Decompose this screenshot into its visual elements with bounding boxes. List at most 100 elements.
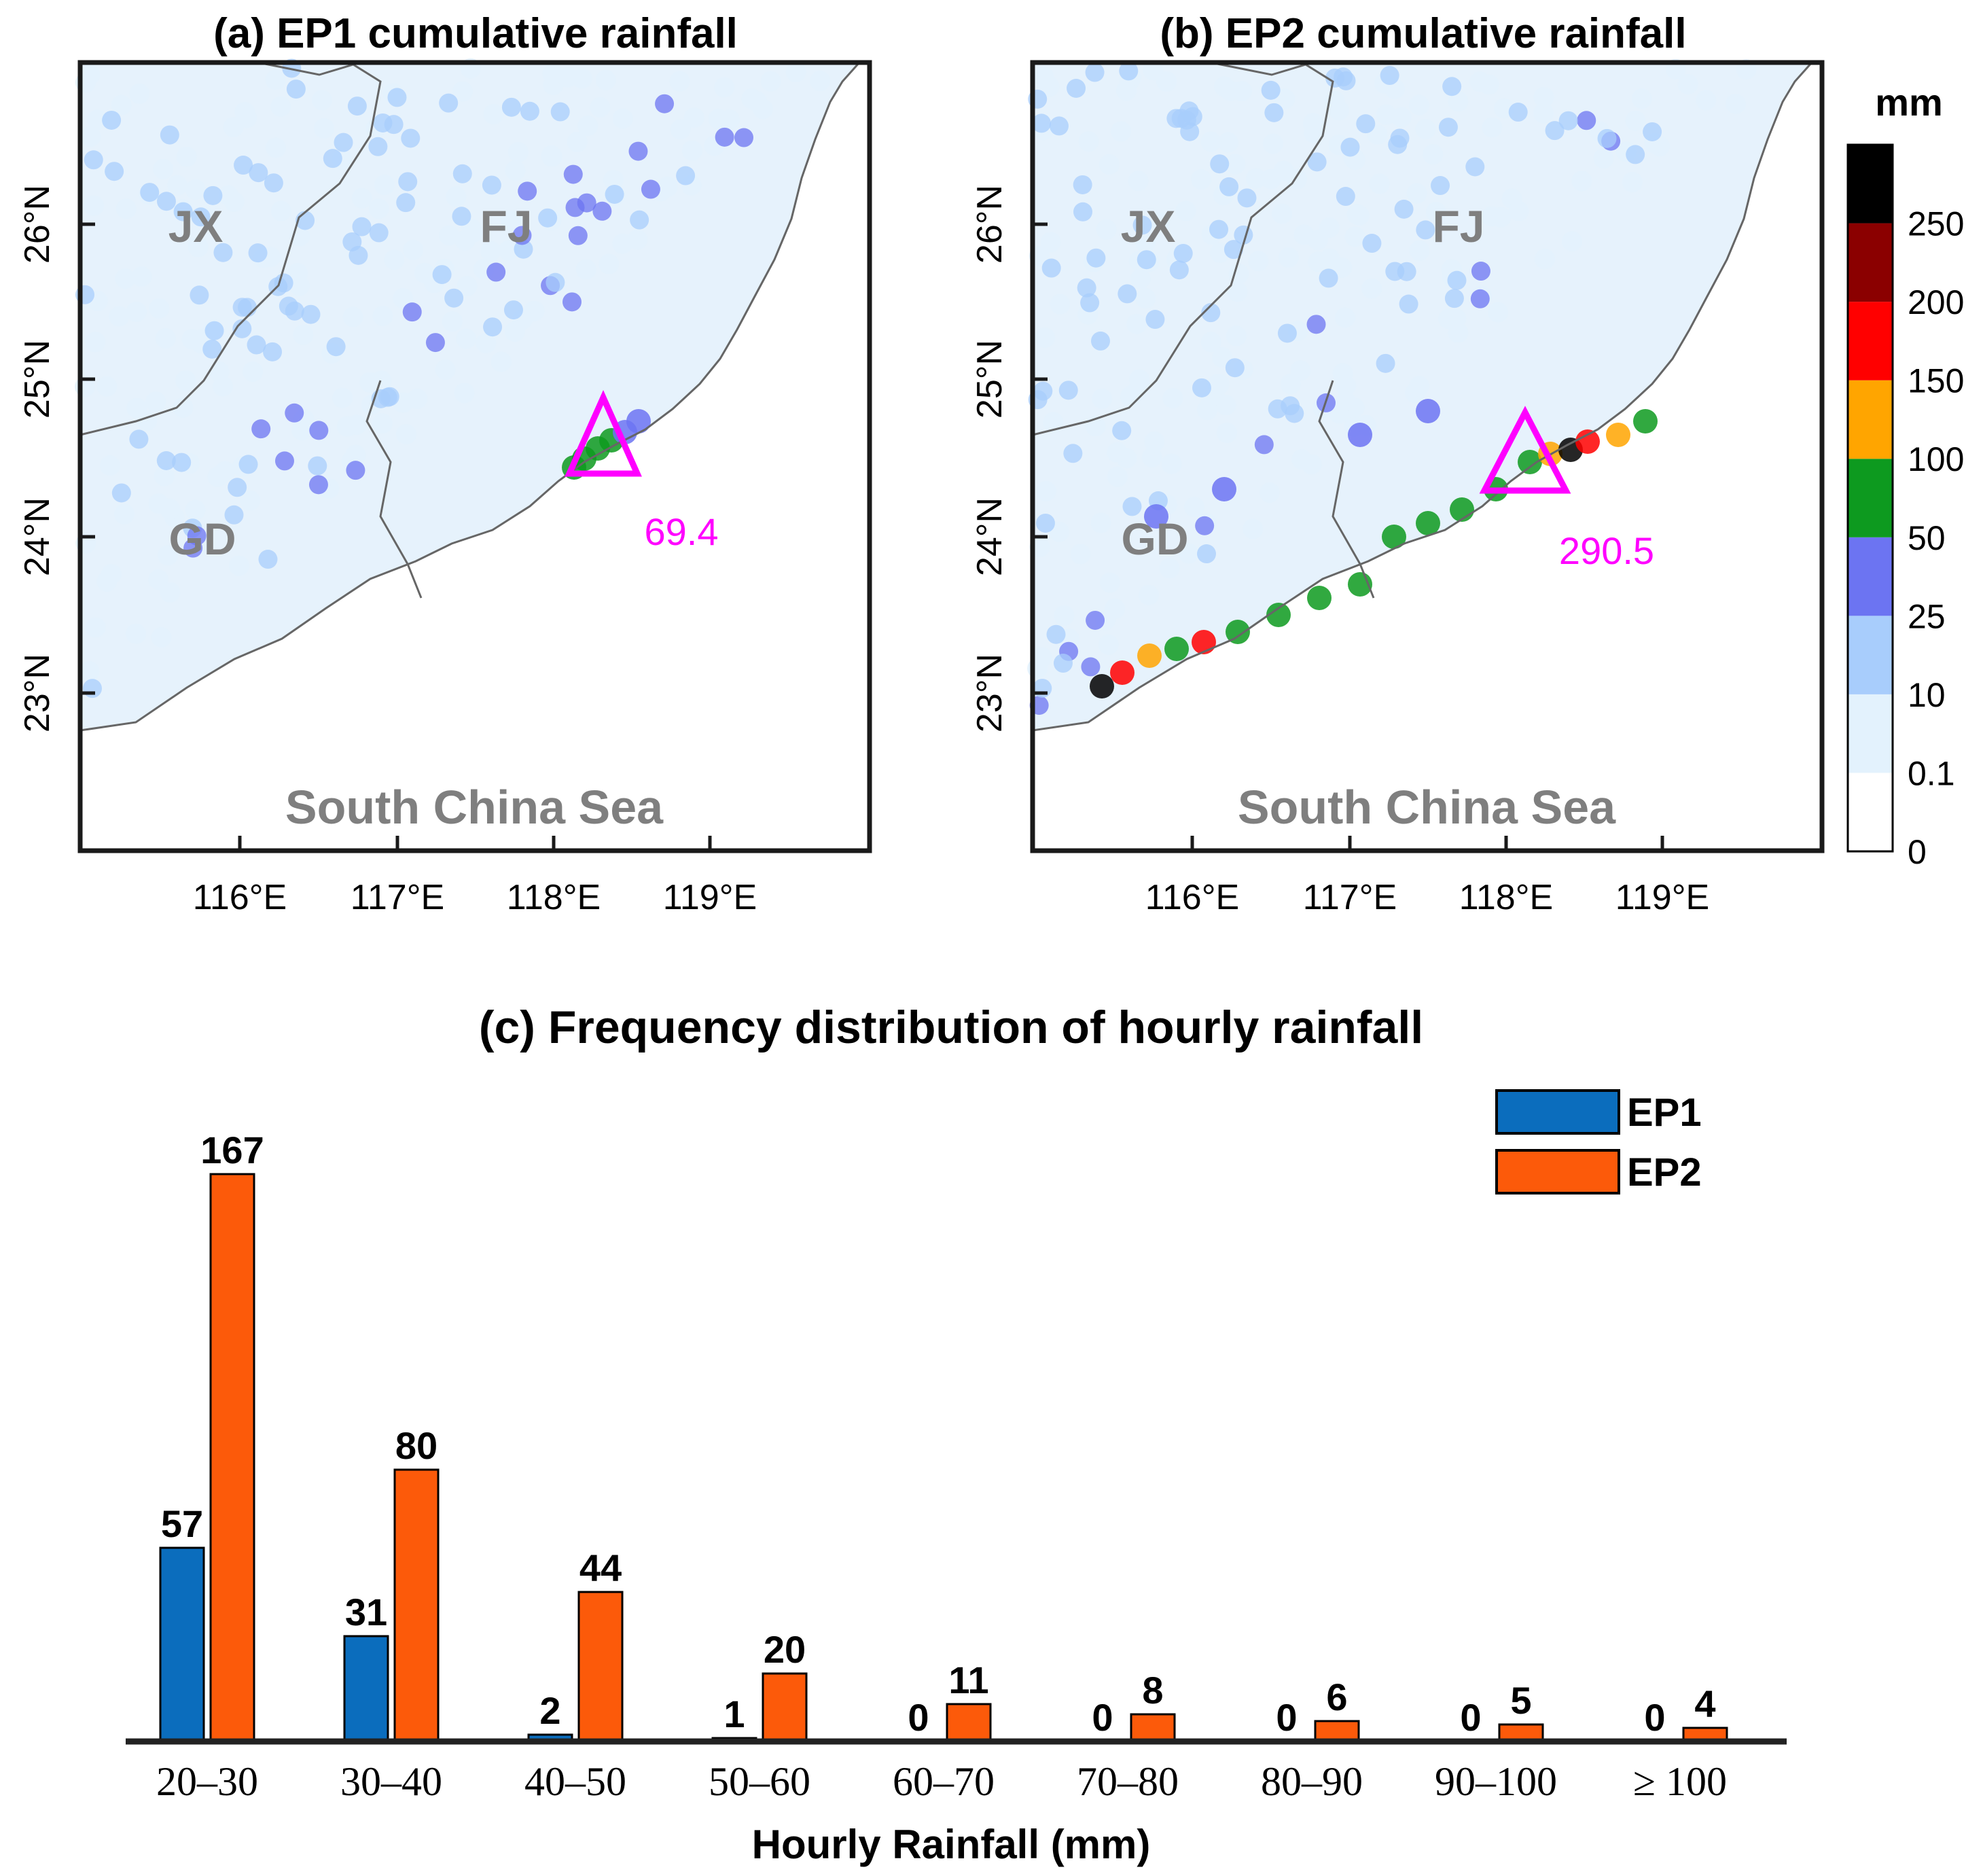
- lon-tick-label: 117°E: [351, 878, 444, 917]
- station-dot: [401, 128, 421, 148]
- station-dot: [657, 176, 678, 197]
- station-dot: [398, 172, 418, 192]
- station-dot: [1409, 240, 1430, 261]
- station-dot: [1070, 544, 1091, 565]
- station-dot: [1301, 454, 1322, 475]
- heavy-rain-dot: [1307, 586, 1332, 610]
- station-dot: [414, 262, 435, 283]
- station-dot: [369, 223, 389, 243]
- station-dot: [1416, 220, 1435, 240]
- station-dot: [538, 208, 558, 228]
- map-a-label-fj: FJ: [480, 201, 532, 251]
- map-a-label-sea: South China Sea: [285, 781, 664, 834]
- map-b-max-triangle: [1479, 406, 1571, 494]
- x-tick-label: 60–70: [893, 1759, 995, 1804]
- station-dot: [1105, 598, 1126, 619]
- station-dot: [1192, 378, 1211, 397]
- station-dot: [1098, 154, 1120, 175]
- station-dot: [454, 230, 476, 251]
- lon-tick-label: 119°E: [663, 878, 757, 917]
- station-dot: [454, 383, 475, 404]
- station-dot: [505, 160, 526, 181]
- station-dot: [258, 550, 278, 569]
- station-dot: [204, 321, 224, 340]
- bar-value-label: 4: [1694, 1682, 1715, 1725]
- station-dot: [351, 188, 372, 209]
- heavy-rain-dot: [1518, 450, 1542, 474]
- station-dot: [501, 97, 521, 117]
- station-dot: [1336, 71, 1356, 90]
- bar-ep2-4: [946, 1703, 992, 1743]
- station-dot: [111, 94, 132, 116]
- colorbar-label: 200: [1908, 283, 1964, 321]
- station-dot: [1200, 332, 1221, 353]
- station-dot: [1261, 80, 1281, 100]
- bar-value-label: 2: [539, 1689, 560, 1732]
- station-dot: [1376, 353, 1395, 373]
- station-dot: [425, 333, 445, 353]
- x-tick-label: 40–50: [524, 1759, 626, 1804]
- station-dot: [213, 376, 234, 397]
- lon-tick-label: 119°E: [1615, 878, 1709, 917]
- station-dot: [1184, 497, 1205, 518]
- station-dot: [345, 444, 366, 465]
- station-dot: [1545, 121, 1565, 141]
- station-dot: [1431, 176, 1450, 196]
- station-dot: [1129, 369, 1150, 390]
- station-dot: [1226, 325, 1247, 347]
- lat-tick-label: 24°N: [970, 497, 1010, 576]
- station-dot: [1054, 605, 1075, 626]
- coastline: [79, 61, 862, 732]
- station-dot: [1141, 447, 1162, 468]
- station-dot: [568, 226, 588, 245]
- station-dot: [131, 266, 152, 287]
- colorbar-unit: mm: [1875, 81, 1943, 124]
- station-dot: [676, 166, 696, 185]
- station-dot: [224, 505, 244, 525]
- station-dot: [1442, 77, 1462, 96]
- station-dot: [1122, 497, 1142, 516]
- station-dot: [84, 150, 103, 170]
- heavy-rain-dot: [1164, 637, 1189, 661]
- station-dot: [248, 243, 268, 263]
- station-dot: [160, 582, 181, 603]
- station-dot: [1533, 103, 1554, 124]
- station-dot: [1558, 111, 1578, 130]
- station-dot: [1272, 203, 1293, 224]
- heavy-rain-dot: [1416, 399, 1440, 423]
- station-dot: [1259, 482, 1280, 503]
- bar-ep2-2: [577, 1591, 624, 1743]
- station-dot: [1562, 231, 1583, 252]
- station-dot: [352, 217, 372, 236]
- station-dot: [1086, 610, 1105, 630]
- station-dot: [1169, 260, 1189, 280]
- station-dot: [1334, 307, 1355, 328]
- station-dot: [285, 301, 304, 321]
- station-dot: [1438, 118, 1458, 137]
- bar-value-label: 20: [764, 1628, 806, 1671]
- colorbar-cell: [1848, 773, 1893, 851]
- station-dot: [439, 225, 460, 246]
- map-b-label-fj: FJ: [1432, 201, 1484, 251]
- station-dot: [1135, 232, 1156, 253]
- x-tick-label: ≥ 100: [1633, 1759, 1727, 1804]
- station-dot: [1425, 202, 1446, 223]
- bar-value-label: 0: [1644, 1696, 1665, 1739]
- station-dot: [1215, 395, 1236, 416]
- station-dot: [1119, 61, 1139, 81]
- bar-value-label: 167: [200, 1129, 264, 1171]
- station-dot: [1143, 60, 1164, 81]
- station-dot: [270, 200, 291, 222]
- station-dot: [1073, 175, 1092, 194]
- station-dot: [1197, 544, 1217, 564]
- station-dot: [1465, 157, 1485, 177]
- station-dot: [191, 207, 211, 227]
- station-dot: [514, 239, 533, 259]
- heavy-rain-dot: [1382, 525, 1406, 549]
- colorbar-cell: [1848, 459, 1893, 537]
- station-dot: [1444, 289, 1464, 308]
- station-dot: [483, 104, 504, 125]
- colorbar-cells: [1848, 145, 1893, 851]
